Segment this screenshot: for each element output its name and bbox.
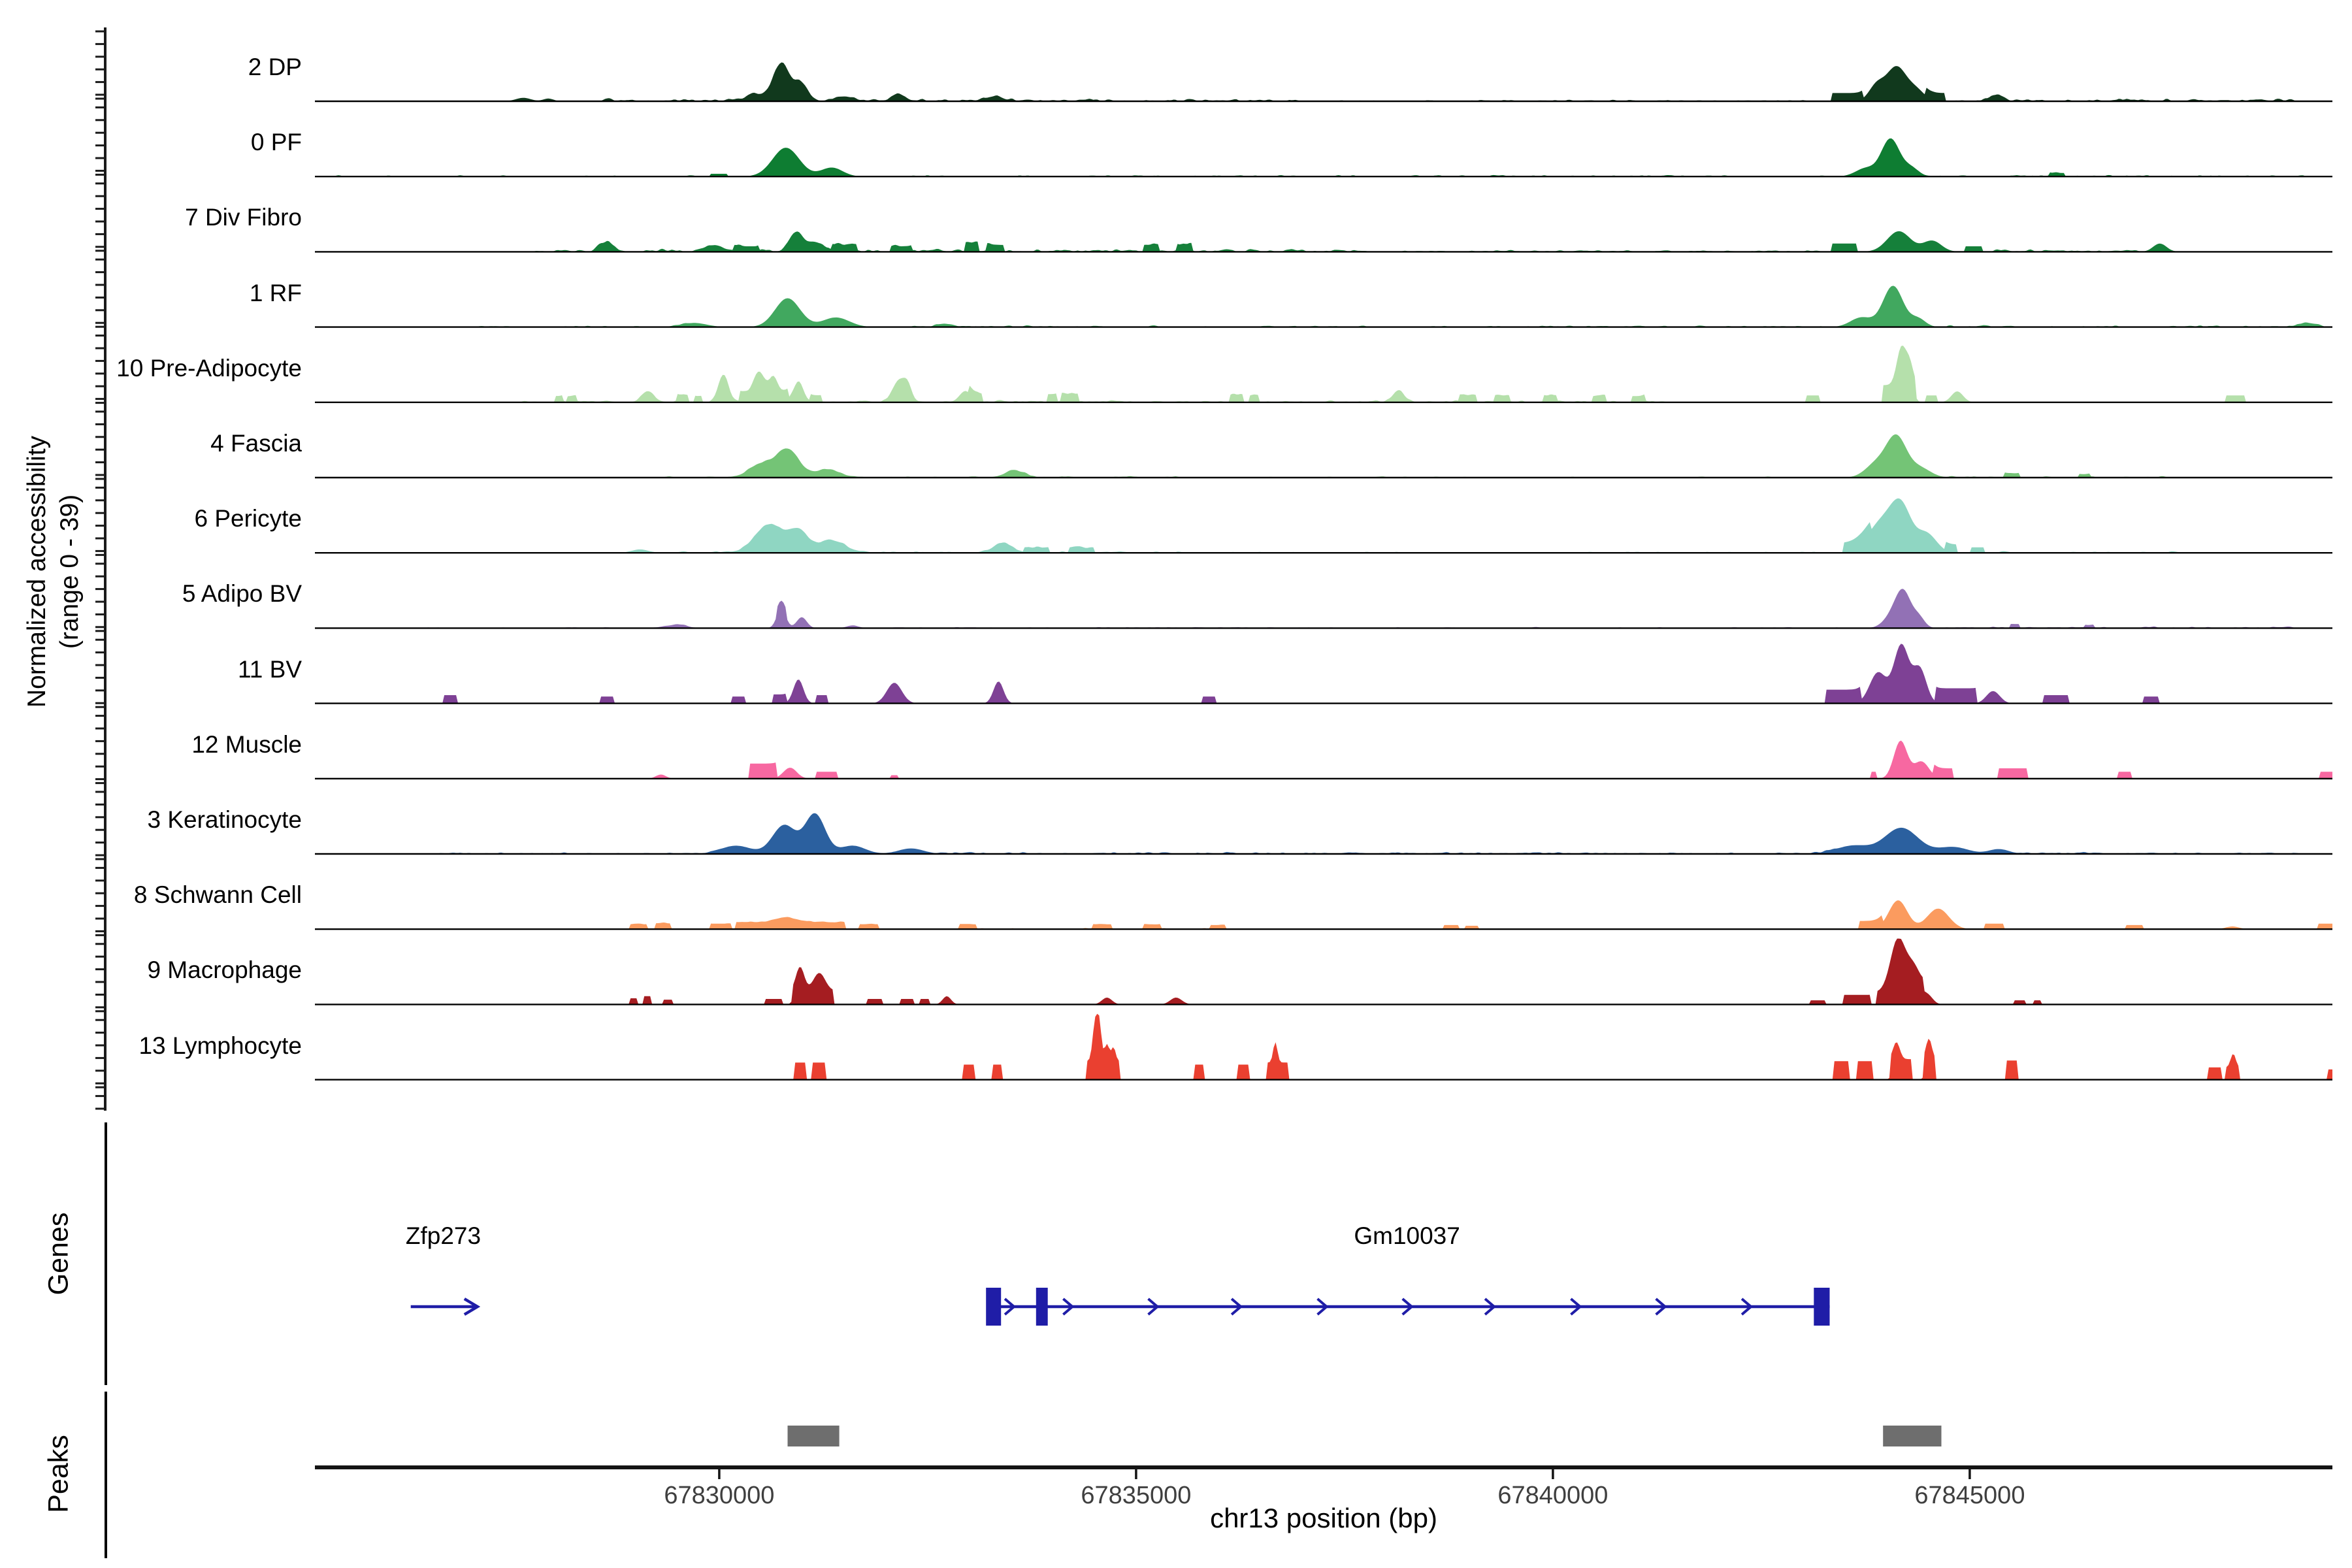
- gene-exon: [1814, 1288, 1830, 1326]
- track-signal-area: [315, 740, 2332, 779]
- track-label: 7 Div Fibro: [185, 204, 302, 231]
- x-axis-tick-label: 67835000: [1081, 1482, 1192, 1509]
- track-signal-area: [315, 813, 2332, 854]
- peak-region: [1883, 1426, 1942, 1446]
- gene-exon: [986, 1288, 1002, 1326]
- gene-label: Zfp273: [405, 1222, 482, 1249]
- peak-region: [787, 1426, 840, 1446]
- gene-direction-chevron-icon: [1062, 1298, 1075, 1316]
- track-label: 3 Keratinocyte: [147, 806, 302, 833]
- gene-direction-chevron-icon: [1316, 1298, 1329, 1316]
- track-label: 13 Lymphocyte: [139, 1032, 302, 1059]
- track-label: 9 Macrophage: [147, 956, 302, 984]
- gene-direction-chevron-icon: [1740, 1298, 1754, 1316]
- track-label: 5 Adipo BV: [182, 580, 302, 608]
- gene-exon: [1036, 1288, 1048, 1326]
- gene-direction-chevron-icon: [1230, 1298, 1243, 1316]
- gene-direction-chevron-icon: [1004, 1298, 1017, 1316]
- gene-label: Gm10037: [1354, 1222, 1460, 1249]
- gene-direction-chevron-icon: [1570, 1298, 1582, 1316]
- track-signal-area: [315, 231, 2332, 252]
- gene-direction-chevron-icon: [1401, 1298, 1414, 1316]
- track-signal-area: [315, 938, 2332, 1005]
- track-label: 8 Schwann Cell: [133, 881, 302, 909]
- track-signal-area: [315, 900, 2332, 930]
- gene-direction-chevron-icon: [1147, 1298, 1160, 1316]
- x-axis-title: chr13 position (bp): [1210, 1503, 1437, 1533]
- x-axis-tick-label: 67845000: [1914, 1482, 2025, 1509]
- track-label: 0 PF: [250, 129, 302, 156]
- track-label: 11 BV: [237, 655, 302, 683]
- gene-direction-arrow-icon: [463, 1298, 481, 1316]
- track-label: 10 Pre-Adipocyte: [116, 354, 302, 382]
- track-label: 1 RF: [249, 279, 302, 306]
- gene-direction-chevron-icon: [1484, 1298, 1497, 1316]
- track-signal-area: [315, 1013, 2332, 1080]
- gene-direction-chevron-icon: [1655, 1298, 1667, 1316]
- track-label: 4 Fascia: [210, 430, 302, 457]
- x-axis-tick-label: 67830000: [664, 1482, 775, 1509]
- track-label: 2 DP: [248, 54, 302, 80]
- track-label: 6 Pericyte: [194, 505, 302, 532]
- peaks-section-label: Peaks: [42, 1435, 74, 1513]
- genes-section-label: Genes: [42, 1212, 74, 1296]
- x-axis-tick-label: 67840000: [1497, 1482, 1609, 1509]
- track-label: 12 Muscle: [191, 730, 302, 758]
